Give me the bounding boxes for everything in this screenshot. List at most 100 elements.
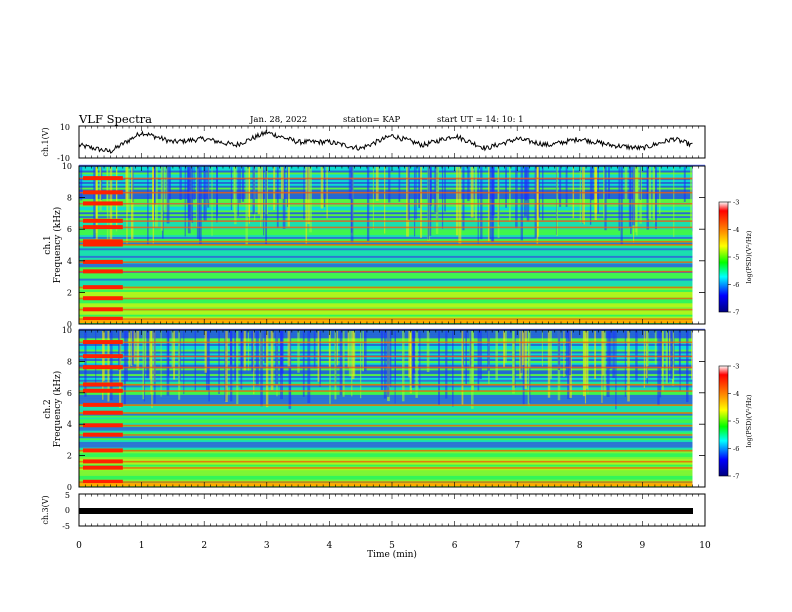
ch2-spec-streak — [328, 331, 331, 367]
ch1-spec-streak — [282, 167, 286, 229]
ch2-spec-band-burst — [83, 354, 123, 359]
ch1-spec-texture-stripe — [79, 181, 705, 184]
ch1-spec-band-burst — [83, 285, 123, 290]
ch1-spec-texture-stripe — [79, 246, 705, 249]
date-label: Jan. 28, 2022 — [250, 115, 308, 125]
ch2-spec-streak — [351, 331, 355, 379]
ch1-spec-streak — [372, 167, 374, 230]
ch1-spec-streak — [265, 167, 267, 245]
ch1-spec-texture-stripe — [79, 242, 705, 245]
ch1-spec-streak — [186, 167, 189, 205]
ch3-ytick-minus5: -5 — [62, 522, 70, 531]
ch1-ylabel: ch.1(V) — [41, 127, 50, 156]
ch1-spec-streak — [624, 167, 628, 200]
x-axis-tick-labels: 0 1 2 3 4 5 6 7 8 9 10 — [76, 541, 711, 551]
ch1-spec-streak — [263, 167, 265, 236]
ch2-spec-streak — [583, 331, 586, 394]
ch2-spec-streak — [171, 331, 174, 368]
ch1-spec-band-burst — [83, 307, 123, 312]
ch2-spec-streak — [452, 331, 454, 407]
ch2-spec-texture-stripe — [79, 413, 705, 416]
x-tick-label: 7 — [514, 541, 520, 551]
colorbar-ch1-label: log(PSD)(V²/Hz) — [745, 230, 753, 283]
ch1-spec-texture-stripe — [79, 293, 705, 296]
ch1-spec-streak — [618, 167, 621, 231]
ch1-spec-streak — [388, 167, 391, 203]
ch2-spec-streak — [178, 331, 181, 400]
colorbar-ch2-tick-label: -3 — [733, 363, 739, 371]
ch1-spec-streak — [234, 167, 237, 225]
ch2-spec-texture-stripe — [79, 398, 705, 401]
ch2-spec-streak — [624, 331, 626, 397]
ch2-spec-texture-stripe — [79, 432, 705, 435]
ch1-spec-streak — [199, 167, 202, 244]
ch2-spec-streak — [528, 331, 531, 369]
ch1-spec-band-burst — [83, 190, 123, 195]
ch2-spec-band — [79, 366, 705, 369]
ch1-spec-streak — [524, 167, 528, 201]
ch1-ytick-bottom: -10 — [57, 154, 70, 163]
ch2-spec-texture-stripe — [79, 347, 705, 350]
ch1-spec-streak — [191, 167, 194, 223]
ch1-spec-texture-stripe — [79, 229, 705, 232]
ch2-spec-streak — [351, 331, 353, 397]
x-tick-label: 4 — [327, 541, 333, 551]
ch2-spec-ytick-label: 4 — [67, 420, 72, 429]
ch1-spectrogram-heatmap — [79, 164, 705, 325]
ch1-spec-streak — [280, 167, 284, 199]
ch1-spec-streak — [276, 167, 279, 228]
x-tick-label: 6 — [452, 541, 458, 551]
ch2-spec-streak — [173, 331, 176, 380]
ch1-spec-streak — [132, 167, 134, 203]
ch2-spec-streak — [208, 331, 210, 402]
ch2-spec-streak — [255, 331, 259, 386]
ch2-spec-streak — [678, 331, 681, 374]
ch1-spec-streak — [248, 167, 251, 224]
ch2-spec-texture-stripe — [79, 441, 705, 444]
ch2-spec-streak — [563, 331, 565, 377]
ch2-spec-texture-stripe — [79, 358, 705, 361]
colorbar-ch2-tick-label: -7 — [733, 473, 739, 481]
ch2-spec-streak — [150, 331, 152, 394]
ch1-spec-streak — [237, 167, 239, 217]
ch1-spec-texture-stripe — [79, 265, 705, 268]
ch2-spec-streak — [270, 331, 274, 391]
ch1-spec-streak — [398, 167, 401, 202]
ch2-spec-streak — [279, 331, 282, 376]
ch2-spec-ytick-label: 0 — [67, 483, 72, 492]
ch2-spec-band — [79, 424, 705, 427]
ch2-spec-texture-stripe — [79, 430, 705, 433]
ch2-spec-streak — [243, 331, 246, 371]
ch1-spec-streak — [147, 167, 149, 245]
ch1-spec-texture-stripe — [79, 299, 705, 302]
ch1-spec-texture-stripe — [79, 210, 705, 213]
ch2-spec-texture-stripe — [79, 370, 705, 373]
x-tick-label: 3 — [264, 541, 270, 551]
ch1-spec-texture-stripe — [79, 215, 705, 219]
ch2-spec-texture-stripe — [79, 351, 705, 354]
ch1-spec-streak — [168, 167, 171, 200]
ch2-spec-streak — [347, 331, 350, 368]
chart-title: VLF Spectra — [79, 112, 153, 126]
ch3-ylabel: ch.3(V) — [41, 495, 50, 524]
ch2-spec-streak — [487, 331, 490, 371]
ch2-spec-texture-stripe — [79, 456, 705, 459]
ch2-spec-streak — [686, 331, 689, 403]
ch1-spec-texture-stripe — [79, 208, 705, 211]
ch2-spec-texture-stripe — [79, 392, 705, 395]
ch1-spec-streak — [639, 167, 641, 200]
ch2-spec-streak — [380, 331, 383, 391]
ch2-spec-streak — [230, 331, 233, 402]
ch2-spec-streak — [585, 331, 588, 389]
ch1-spec-streak — [683, 167, 686, 202]
ch1-spec-streak — [658, 167, 661, 214]
ch2-spec-streak — [275, 331, 279, 385]
ch2-spec-streak — [465, 331, 467, 385]
ch1-spec-streak — [632, 167, 636, 226]
ch2-spec-texture-stripe — [79, 402, 705, 405]
ch1-spec-band-burst — [83, 201, 123, 206]
ch2-spec-streak — [415, 331, 418, 398]
ch1-spec-streak — [620, 167, 623, 245]
ch1-spec-streak — [536, 167, 539, 244]
ch2-spec-texture-stripe — [79, 387, 705, 390]
